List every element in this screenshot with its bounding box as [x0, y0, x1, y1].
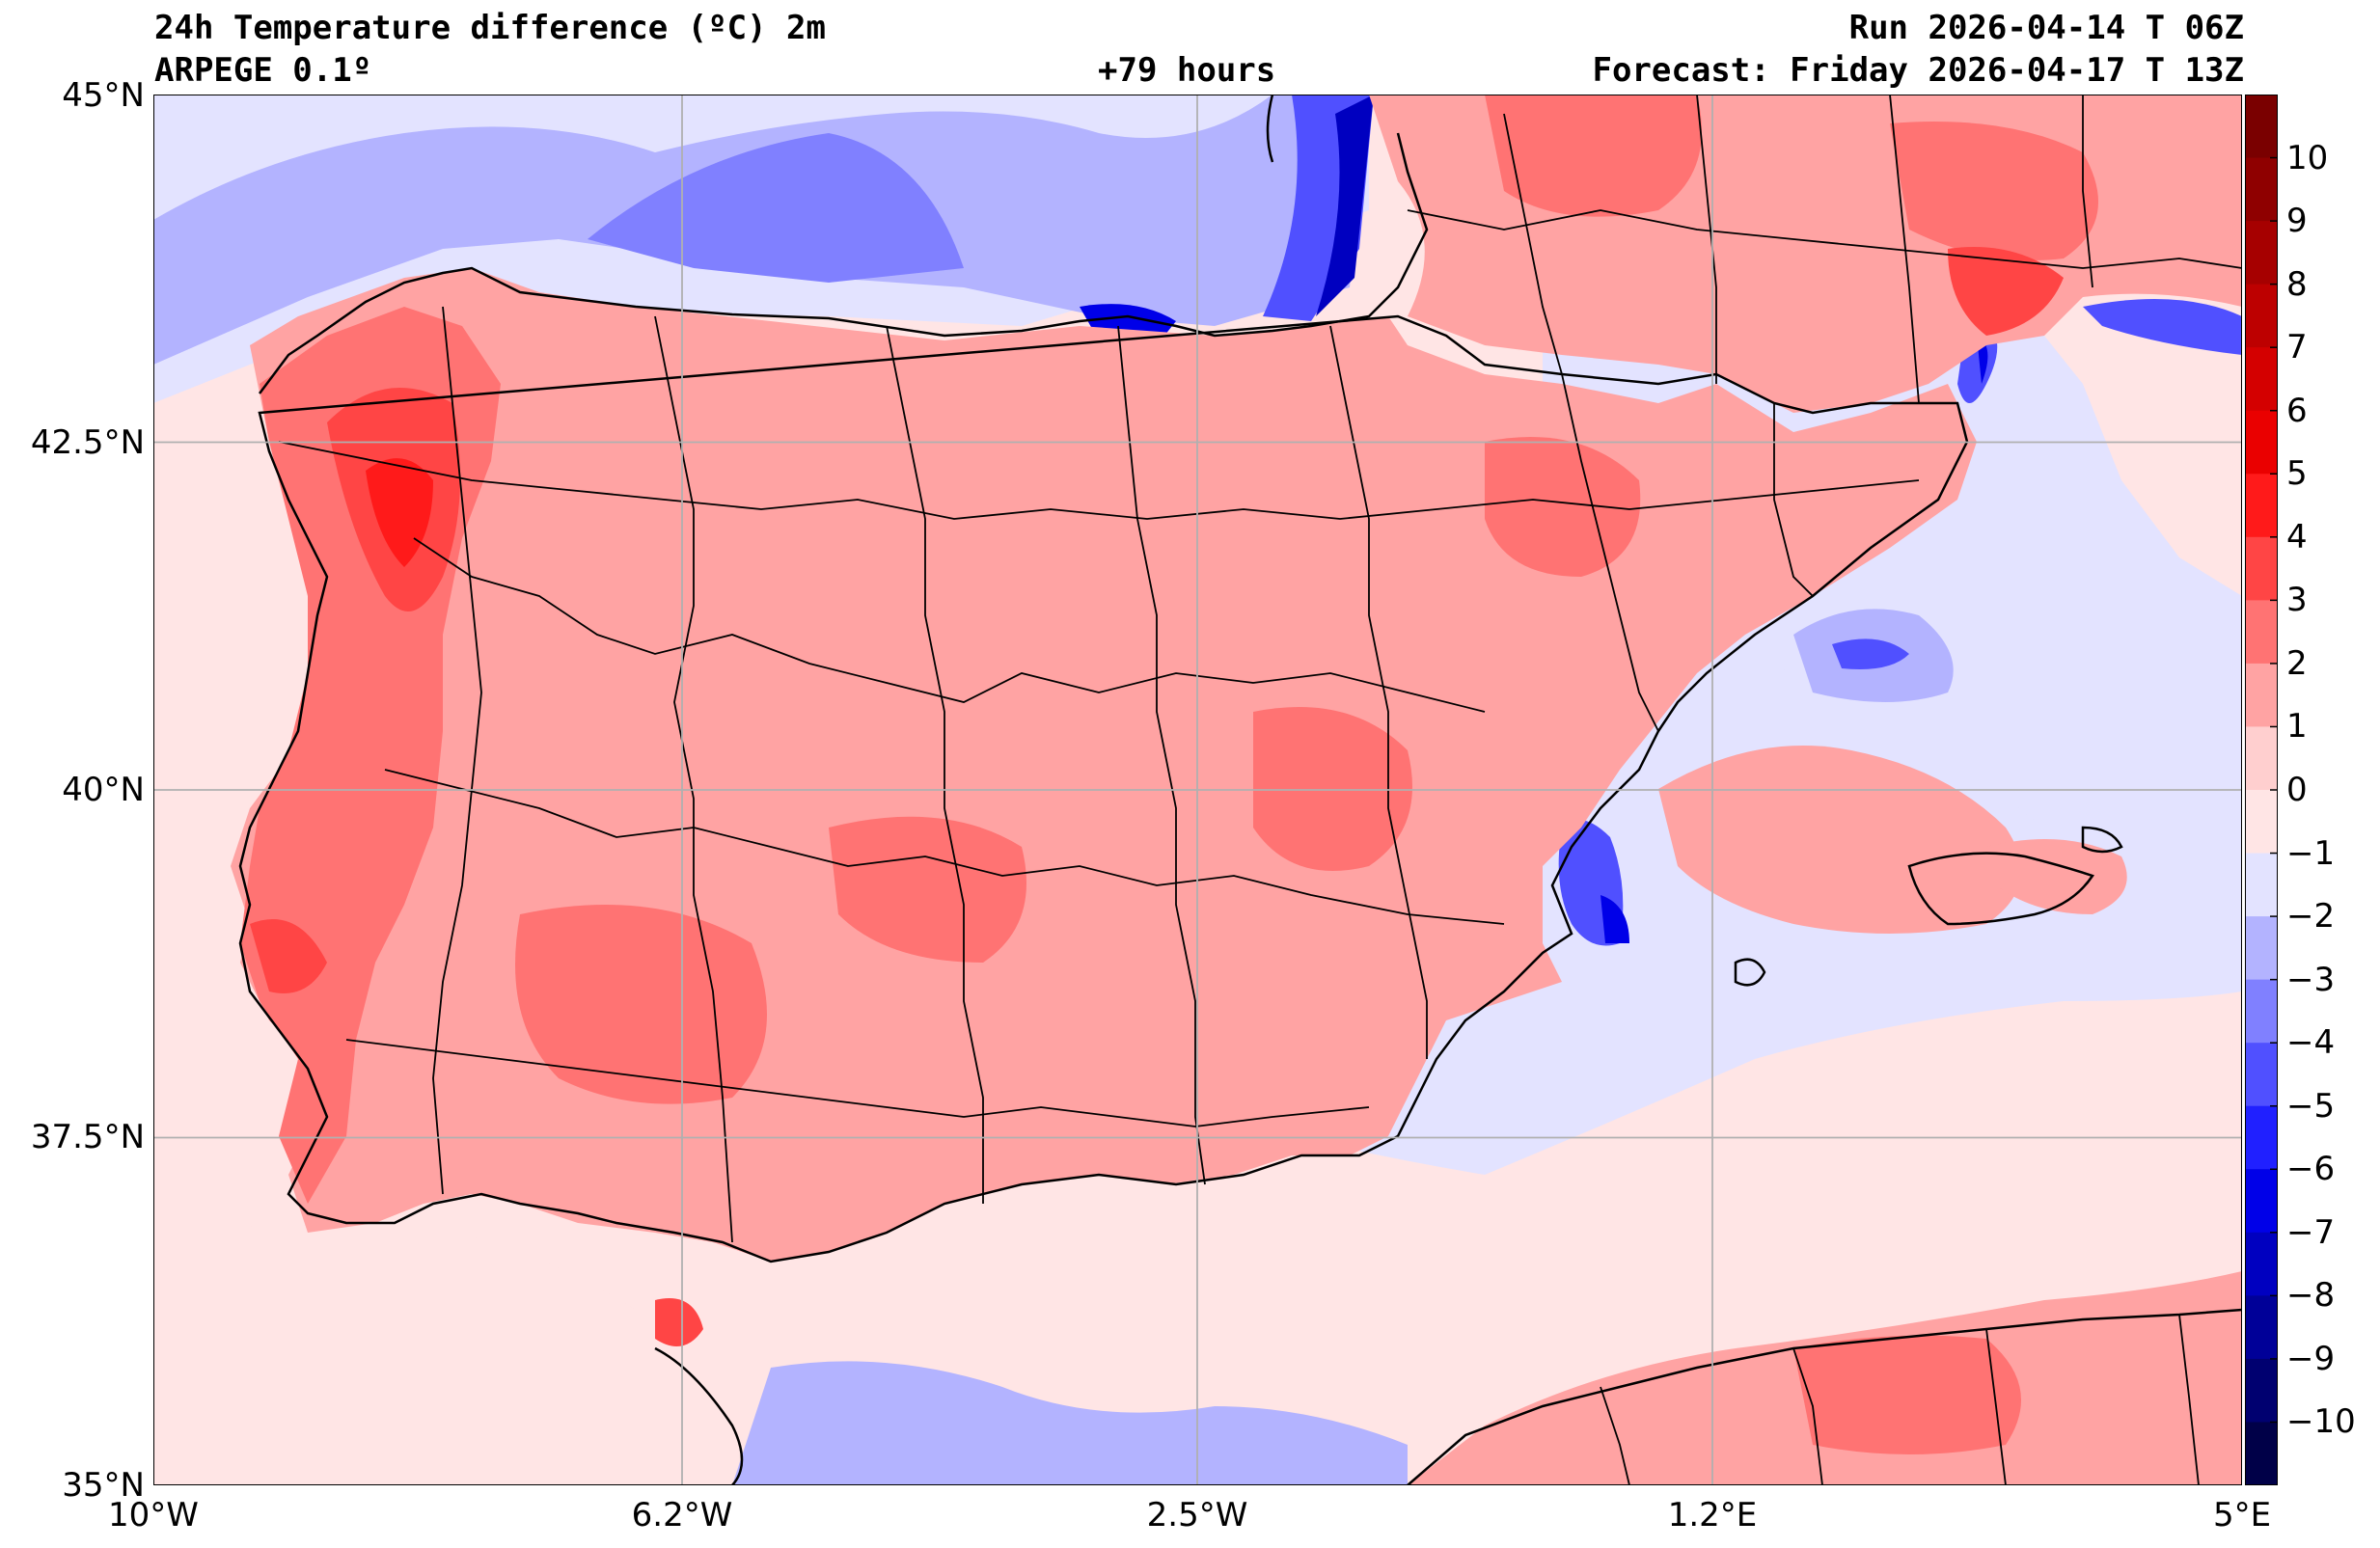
colorbar-swatch [2245, 663, 2278, 727]
chart-title: 24h Temperature difference (ºC) 2m [154, 9, 826, 47]
colorbar-swatch [2245, 600, 2278, 665]
model-name: ARPEGE 0.1º [154, 51, 372, 90]
lat-label-42-5: 42.5°N [30, 423, 145, 462]
colorbar-label: 5 [2286, 454, 2308, 494]
run-time: Run 2026-04-14 T 06Z [1848, 9, 2244, 47]
colorbar-label: −4 [2286, 1023, 2336, 1063]
colorbar-swatch [2245, 536, 2278, 601]
lead-time: +79 hours [1098, 51, 1276, 90]
colorbar-label: −9 [2286, 1339, 2336, 1378]
temperature-map [153, 95, 2242, 1485]
colorbar-label: 4 [2286, 517, 2308, 557]
colorbar-swatch [2245, 916, 2278, 981]
colorbar-swatch [2245, 284, 2278, 348]
colorbar-label: −5 [2286, 1086, 2336, 1126]
colorbar-label: −3 [2286, 960, 2336, 999]
colorbar-label: 0 [2286, 771, 2308, 809]
colorbar-swatch [2245, 157, 2278, 222]
colorbar-swatch [2245, 790, 2278, 855]
colorbar-label: 8 [2286, 264, 2308, 304]
colorbar-swatch [2245, 474, 2278, 538]
colorbar-swatch [2245, 853, 2278, 917]
lat-label-45: 45°N [62, 76, 145, 115]
colorbar-label: −2 [2286, 897, 2336, 937]
colorbar-label: 6 [2286, 391, 2308, 430]
colorbar-label: 3 [2286, 581, 2308, 620]
cool-anomaly-regions [153, 95, 2242, 1485]
lat-label-35: 35°N [62, 1466, 145, 1505]
colorbar-swatch [2245, 1105, 2278, 1170]
lon-label-2-5w: 2.5°W [1146, 1496, 1248, 1534]
colorbar-label: 10 [2286, 138, 2329, 177]
colorbar-label: −10 [2286, 1402, 2356, 1442]
colorbar-label: 2 [2286, 643, 2308, 683]
lat-label-40: 40°N [62, 771, 145, 809]
colorbar-label: −8 [2286, 1276, 2336, 1316]
lon-label-10w: 10°W [108, 1496, 199, 1534]
colorbar-swatch [2245, 1043, 2278, 1107]
colorbar-label: 1 [2286, 707, 2308, 747]
colorbar-swatch [2245, 221, 2278, 285]
forecast-time: Forecast: Friday 2026-04-17 T 13Z [1592, 51, 2244, 90]
colorbar-label: −7 [2286, 1212, 2336, 1252]
colorbar-swatch [2245, 347, 2278, 412]
lat-label-37-5: 37.5°N [30, 1118, 145, 1156]
colorbar-label: 9 [2286, 202, 2308, 241]
lon-label-6-2w: 6.2°W [631, 1496, 733, 1534]
lon-label-1-2e: 1.2°E [1667, 1496, 1758, 1534]
colorbar-label: −1 [2286, 833, 2336, 873]
colorbar [2245, 95, 2278, 1485]
colorbar-label: −6 [2286, 1150, 2336, 1189]
lon-label-5e: 5°E [2212, 1496, 2272, 1534]
colorbar-swatch [2245, 1422, 2278, 1485]
colorbar-swatch [2245, 1358, 2278, 1423]
colorbar-swatch [2245, 979, 2278, 1044]
colorbar-swatch [2245, 1232, 2278, 1296]
colorbar-swatch [2245, 95, 2278, 159]
colorbar-swatch [2245, 410, 2278, 475]
colorbar-swatch [2245, 726, 2278, 791]
colorbar-label: 7 [2286, 328, 2308, 367]
colorbar-swatch [2245, 1295, 2278, 1360]
admin-borders [278, 95, 2242, 1485]
graticule [153, 95, 2242, 1485]
colorbar-swatch [2245, 1169, 2278, 1234]
